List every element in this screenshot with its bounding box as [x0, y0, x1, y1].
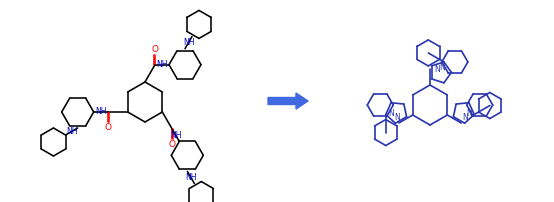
- Text: O: O: [169, 140, 176, 149]
- Text: NH: NH: [183, 38, 194, 47]
- Text: NH: NH: [95, 107, 106, 117]
- FancyArrow shape: [268, 93, 308, 109]
- Text: O: O: [104, 122, 111, 132]
- Text: N: N: [388, 109, 394, 118]
- Text: NH: NH: [185, 173, 197, 182]
- Text: NH: NH: [156, 60, 168, 69]
- Text: NH: NH: [66, 127, 78, 136]
- Text: N: N: [466, 109, 471, 118]
- Text: N: N: [439, 63, 445, 72]
- Text: NH: NH: [170, 131, 182, 140]
- Text: O: O: [151, 45, 158, 54]
- Text: N: N: [462, 113, 468, 122]
- Text: N: N: [434, 65, 440, 74]
- Text: N: N: [394, 113, 400, 122]
